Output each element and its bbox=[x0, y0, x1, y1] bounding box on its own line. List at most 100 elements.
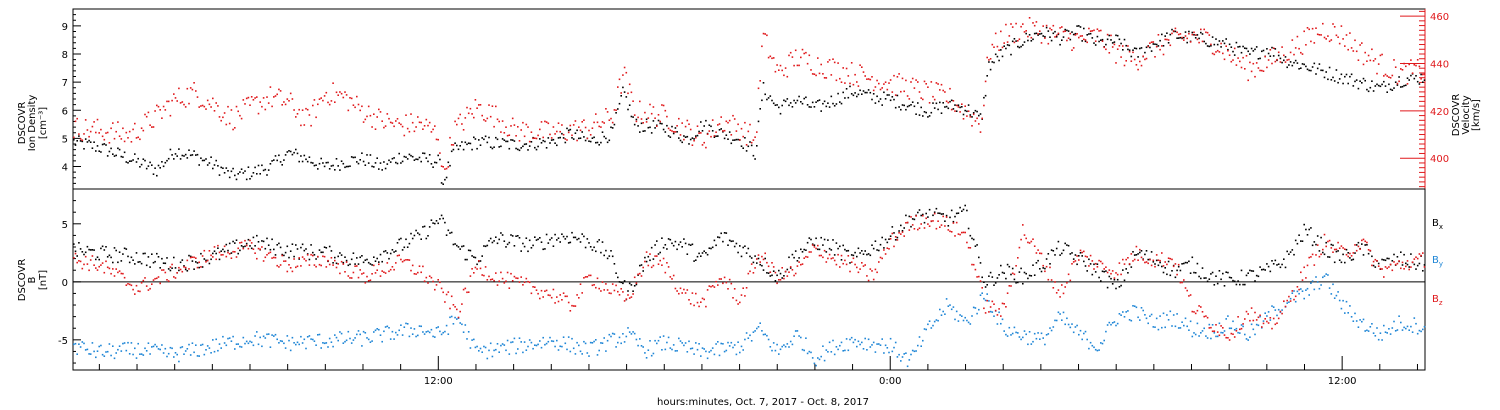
data-point bbox=[1333, 248, 1336, 251]
data-point bbox=[1174, 30, 1177, 33]
data-point bbox=[547, 294, 550, 296]
data-point bbox=[320, 157, 322, 160]
data-point bbox=[657, 263, 660, 265]
data-point bbox=[113, 155, 116, 157]
data-point bbox=[428, 121, 431, 124]
data-point bbox=[727, 121, 729, 124]
data-point bbox=[806, 62, 809, 65]
data-point bbox=[1220, 46, 1222, 48]
data-point bbox=[418, 156, 421, 159]
data-point bbox=[767, 265, 770, 268]
data-point bbox=[391, 330, 394, 333]
data-point bbox=[230, 257, 233, 259]
data-point bbox=[1210, 337, 1212, 340]
data-point bbox=[847, 349, 850, 352]
data-point bbox=[1394, 81, 1397, 83]
data-point bbox=[476, 147, 478, 150]
data-point bbox=[383, 250, 385, 253]
data-point bbox=[967, 227, 970, 230]
data-point bbox=[506, 134, 509, 137]
data-point bbox=[212, 252, 214, 255]
data-point bbox=[701, 144, 704, 146]
data-point bbox=[1398, 76, 1400, 78]
data-point bbox=[76, 117, 78, 120]
data-point bbox=[1123, 64, 1126, 67]
data-point bbox=[1066, 244, 1068, 246]
data-point bbox=[691, 292, 694, 294]
data-point bbox=[774, 104, 777, 106]
data-point bbox=[950, 231, 953, 233]
data-point bbox=[103, 271, 106, 274]
data-point bbox=[481, 351, 483, 353]
data-point bbox=[284, 347, 287, 349]
data-point bbox=[437, 222, 439, 225]
data-point bbox=[78, 343, 80, 345]
data-point bbox=[562, 137, 565, 139]
data-point bbox=[1047, 30, 1050, 32]
data-point bbox=[1188, 32, 1190, 35]
data-point bbox=[239, 171, 241, 173]
data-point bbox=[413, 130, 416, 133]
data-point bbox=[1242, 325, 1244, 328]
data-point bbox=[106, 256, 109, 258]
data-point bbox=[176, 155, 178, 157]
data-point bbox=[788, 271, 790, 273]
data-point bbox=[1345, 34, 1348, 36]
data-point bbox=[262, 335, 265, 338]
data-point bbox=[1015, 40, 1017, 42]
data-point bbox=[1384, 73, 1387, 76]
data-point bbox=[167, 268, 170, 270]
data-point bbox=[1303, 297, 1305, 300]
data-point bbox=[845, 67, 848, 70]
data-point bbox=[894, 106, 897, 109]
data-point bbox=[1028, 331, 1031, 333]
data-point bbox=[257, 247, 260, 250]
data-point bbox=[191, 88, 194, 91]
data-point bbox=[510, 139, 512, 141]
data-point bbox=[583, 277, 585, 279]
data-point bbox=[1033, 24, 1036, 27]
data-point bbox=[393, 251, 395, 253]
data-point bbox=[242, 336, 245, 339]
data-point bbox=[1125, 311, 1127, 313]
data-point bbox=[1406, 83, 1409, 85]
data-point bbox=[733, 245, 736, 248]
data-point bbox=[849, 262, 851, 264]
data-point bbox=[1088, 347, 1090, 350]
data-point bbox=[1106, 271, 1109, 274]
data-point bbox=[442, 183, 444, 185]
data-point bbox=[967, 321, 970, 324]
data-point bbox=[511, 139, 514, 141]
data-point bbox=[796, 330, 799, 332]
data-point bbox=[613, 289, 616, 292]
data-point bbox=[164, 271, 167, 274]
data-point bbox=[1376, 327, 1378, 329]
data-point bbox=[1015, 331, 1017, 334]
data-point bbox=[650, 132, 653, 134]
data-point bbox=[659, 251, 661, 254]
data-point bbox=[544, 343, 546, 346]
data-point bbox=[678, 292, 680, 295]
data-point bbox=[928, 225, 931, 227]
data-point bbox=[208, 250, 211, 252]
data-point bbox=[893, 74, 895, 77]
data-point bbox=[100, 264, 102, 266]
data-point bbox=[105, 132, 107, 134]
data-point bbox=[752, 331, 755, 333]
data-point bbox=[478, 139, 480, 141]
data-point bbox=[691, 144, 694, 146]
data-point bbox=[1267, 265, 1270, 268]
data-point bbox=[845, 250, 848, 252]
data-point bbox=[466, 143, 468, 146]
data-point bbox=[1172, 265, 1175, 268]
data-point bbox=[1342, 82, 1344, 85]
data-point bbox=[823, 77, 826, 79]
data-point bbox=[684, 242, 687, 245]
data-point bbox=[330, 257, 333, 259]
data-point bbox=[203, 159, 206, 162]
data-point bbox=[1244, 68, 1246, 70]
data-point bbox=[252, 236, 255, 239]
data-point bbox=[403, 134, 406, 137]
data-point bbox=[1210, 273, 1212, 275]
data-point bbox=[1033, 332, 1036, 335]
